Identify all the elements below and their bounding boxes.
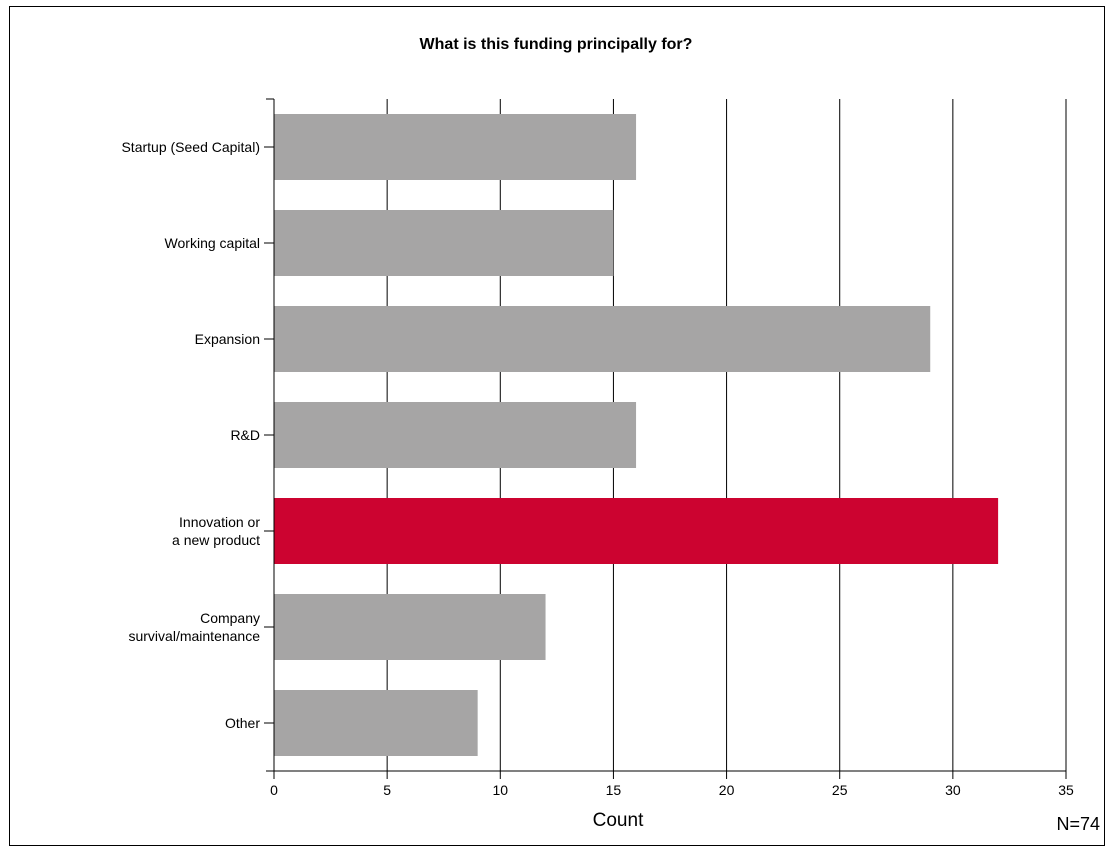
- x-tick-label: 10: [492, 782, 508, 798]
- bar: [274, 210, 614, 276]
- bar: [274, 498, 999, 564]
- sample-size-note: N=74: [1056, 814, 1100, 834]
- category-label: Expansion: [195, 331, 260, 347]
- category-label: Working capital: [165, 235, 260, 251]
- category-label: Innovation or: [179, 514, 260, 530]
- bar: [274, 594, 546, 660]
- category-label: Startup (Seed Capital): [121, 139, 260, 155]
- x-axis-title: Count: [593, 810, 644, 831]
- bar: [274, 306, 931, 372]
- category-label: R&D: [230, 427, 260, 443]
- bar: [274, 402, 637, 468]
- x-tick-label: 25: [832, 782, 848, 798]
- x-tick-label: 0: [270, 782, 278, 798]
- x-tick-label: 35: [1058, 782, 1074, 798]
- x-tick-label: 20: [719, 782, 735, 798]
- category-label: Company: [200, 610, 260, 626]
- bar: [274, 690, 478, 756]
- x-tick-label: 15: [606, 782, 622, 798]
- category-label: Other: [225, 715, 260, 731]
- x-tick-label: 30: [945, 782, 961, 798]
- bar: [274, 114, 637, 180]
- category-label: a new product: [172, 532, 260, 548]
- x-tick-label: 5: [383, 782, 391, 798]
- category-label: survival/maintenance: [128, 628, 260, 644]
- chart-title: What is this funding principally for?: [419, 36, 693, 53]
